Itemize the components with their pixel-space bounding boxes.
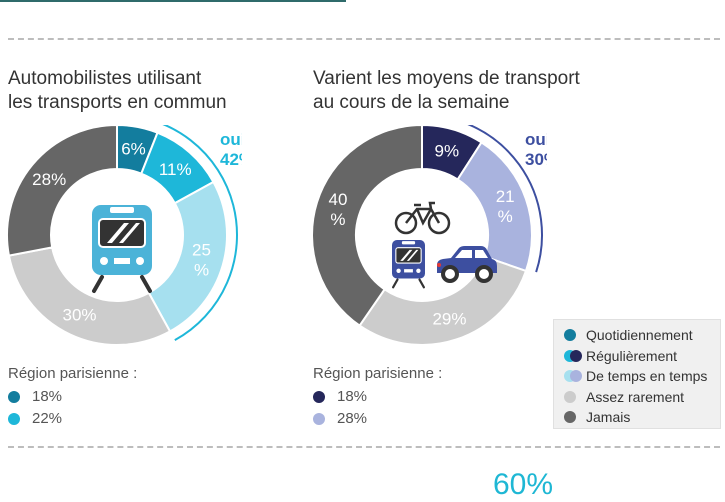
chart1-slice-label-2: 11% [159, 160, 192, 179]
chart2-region-dot-2 [313, 412, 325, 425]
chart1-slice-4 [7, 246, 172, 346]
chart1-title: Automobilistes utilisant les transports … [8, 67, 227, 115]
chart1-region-row-1: 18% [8, 388, 62, 405]
chart1-region-value-2: 22% [32, 410, 63, 427]
dashed-separator-bottom [8, 446, 720, 448]
chart1-slice-label-5: 28% [32, 170, 66, 189]
chart2-title-line1: Varient les moyens de transport [313, 68, 580, 89]
chart2-donut: 9% 21% 29% 40% oui :30% [311, 125, 547, 346]
chart1-slice-label-1: 6% [121, 140, 146, 159]
chart2-slice-4 [311, 125, 423, 327]
chart1-oui-value: 42% [220, 150, 242, 169]
dashed-separator-top [8, 38, 720, 40]
legend-item-jamais: Jamais [564, 407, 720, 428]
chart2-region-row-1: 18% [313, 388, 367, 405]
chart1-region-dot-1 [8, 390, 20, 403]
chart1-region-dot-2 [8, 412, 20, 425]
chart1-oui-label: oui : [220, 130, 242, 149]
chart2-slice-label-4: 40% [329, 190, 348, 229]
chart1-region-title: Région parisienne : [8, 365, 138, 382]
chart2-oui-label: oui : [525, 130, 547, 149]
chart2-slice-label-3: 29% [432, 310, 466, 329]
legend-label-assez-rarement: Assez rarement [586, 388, 685, 405]
chart1-region-row-2: 22% [8, 410, 62, 427]
legend-label-de-temps-en-temps: De temps en temps [586, 368, 708, 385]
chart1-title-line2: les transports en commun [8, 92, 227, 113]
legend-label-regulierement: Régulièrement [586, 347, 678, 364]
chart1-slice-label-3: 25% [192, 241, 211, 280]
legend-label-quotidiennement: Quotidiennement [586, 327, 693, 344]
chart1-slice-5 [6, 125, 118, 257]
chart2-title-line2: au cours de la semaine [313, 92, 510, 113]
chart2-oui-value: 30% [525, 150, 547, 169]
chart1-title-line1: Automobilistes utilisant [8, 68, 202, 89]
chart1-train-icon [92, 205, 152, 293]
legend-swatch-assez-rarement [564, 390, 576, 403]
legend-swatch-de-temps-en-temps [564, 370, 582, 383]
bottom-partial-value: 60% [493, 468, 554, 501]
chart2-region-value-1: 18% [337, 388, 368, 405]
chart1-donut: 6% 11% 25% 30% 28% oui :42% [6, 125, 242, 346]
legend-swatch-jamais [564, 411, 576, 424]
chart1-oui-arc [162, 125, 238, 342]
legend-item-assez-rarement: Assez rarement [564, 387, 720, 408]
chart2-car-icon [437, 246, 497, 283]
chart2-title: Varient les moyens de transport au cours… [313, 67, 580, 115]
legend-item-quotidiennement: Quotidiennement [564, 325, 720, 346]
chart1-region-value-1: 18% [32, 388, 63, 405]
chart2-bicycle-icon [394, 201, 451, 235]
chart2-oui-arc [467, 125, 543, 273]
chart2-region-title: Région parisienne : [313, 365, 443, 382]
legend-swatch-quotidiennement [564, 329, 576, 342]
chart2-slice-label-1: 9% [435, 142, 460, 161]
legend-item-regulierement: Régulièrement [564, 346, 720, 367]
chart2-slice-label-2: 21% [496, 187, 515, 226]
chart2-region-value-2: 28% [337, 410, 368, 427]
chart1-slice-3 [147, 180, 228, 333]
chart2-train-icon [392, 240, 426, 289]
legend-item-de-temps-en-temps: De temps en temps [564, 366, 720, 387]
legend-label-jamais: Jamais [586, 409, 631, 426]
chart2-region-dot-1 [313, 390, 325, 403]
top-divider-line [0, 0, 346, 2]
legend: Quotidiennement Régulièrement De temps e… [553, 319, 721, 429]
chart1-slice-label-4: 30% [63, 306, 97, 325]
chart2-region-row-2: 28% [313, 410, 367, 427]
legend-swatch-regulierement [564, 349, 582, 362]
